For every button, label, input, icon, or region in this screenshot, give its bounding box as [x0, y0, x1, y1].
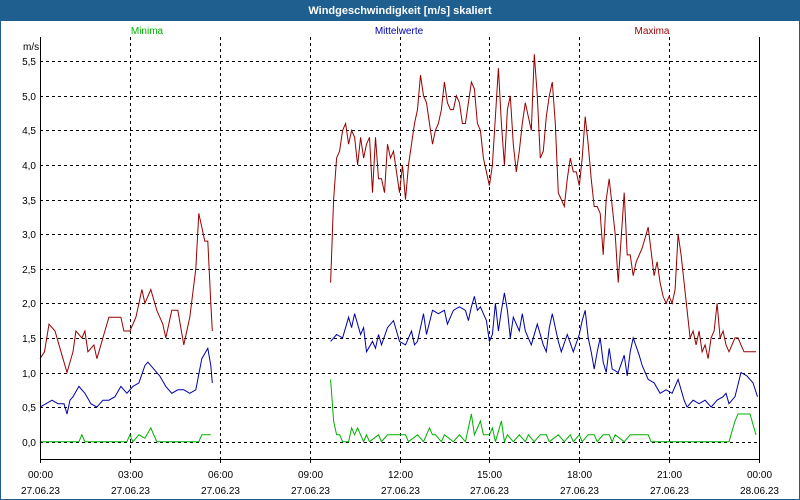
x-tick-date: 27.06.23: [21, 486, 60, 497]
x-tick-date: 27.06.23: [291, 486, 330, 497]
y-tick-label: 2,0: [22, 299, 36, 310]
window-title: Windgeschwindigkeit [m/s] skaliert: [1, 1, 799, 21]
series-lines: [39, 54, 758, 444]
y-tick-label: 5,0: [22, 92, 36, 103]
x-tick-date: 27.06.23: [650, 486, 689, 497]
y-tick-label: 4,5: [22, 126, 36, 137]
y-tick-label: 0,0: [22, 438, 36, 449]
y-axis-unit-label: m/s: [23, 42, 39, 53]
legend-maxima: Maxima: [634, 26, 669, 37]
y-tick-label: 1,5: [22, 334, 36, 345]
x-tick-time: 00:00: [28, 470, 53, 481]
legend-mittelwerte: Mittelwerte: [375, 26, 424, 37]
grid: [40, 37, 760, 463]
y-tick-label: 4,0: [22, 161, 36, 172]
x-tick-time: 12:00: [388, 470, 413, 481]
axis-labels: 0,0 0,5 1,0 1,5 2,0 2,5 3,0 3,5 4,0 4,5 5,0 5,5 00:0…: [21, 26, 779, 497]
x-tick-time: 21:00: [657, 470, 682, 481]
x-tick-date: 28.06.23: [740, 486, 779, 497]
series-line-minima: [330, 379, 757, 444]
x-tick-date: 27.06.23: [560, 486, 599, 497]
x-tick-date: 27.06.23: [470, 486, 509, 497]
series-line-maxima: [39, 213, 213, 375]
x-tick-time: 00:00: [747, 470, 772, 481]
legend-minima: Minima: [131, 26, 164, 37]
y-tick-label: 0,5: [22, 403, 36, 414]
y-tick-label: 2,5: [22, 265, 36, 276]
x-tick-time: 18:00: [567, 470, 592, 481]
x-tick-time: 03:00: [118, 470, 143, 481]
x-tick-date: 27.06.23: [111, 486, 150, 497]
series-line-maxima: [330, 54, 756, 359]
series-line-mittelwerte: [330, 292, 758, 409]
y-tick-label: 5,5: [22, 57, 36, 68]
series-line-mittelwerte: [39, 346, 213, 415]
y-tick-label: 3,0: [22, 230, 36, 241]
series-line-minima: [40, 426, 211, 443]
x-tick-date: 27.06.23: [201, 486, 240, 497]
y-tick-label: 1,0: [22, 369, 36, 380]
x-tick-date: 27.06.23: [381, 486, 420, 497]
x-tick-time: 09:00: [298, 470, 323, 481]
x-tick-time: 15:00: [477, 470, 502, 481]
plot-frame: [40, 37, 760, 460]
y-tick-label: 3,5: [22, 196, 36, 207]
x-tick-time: 06:00: [208, 470, 233, 481]
